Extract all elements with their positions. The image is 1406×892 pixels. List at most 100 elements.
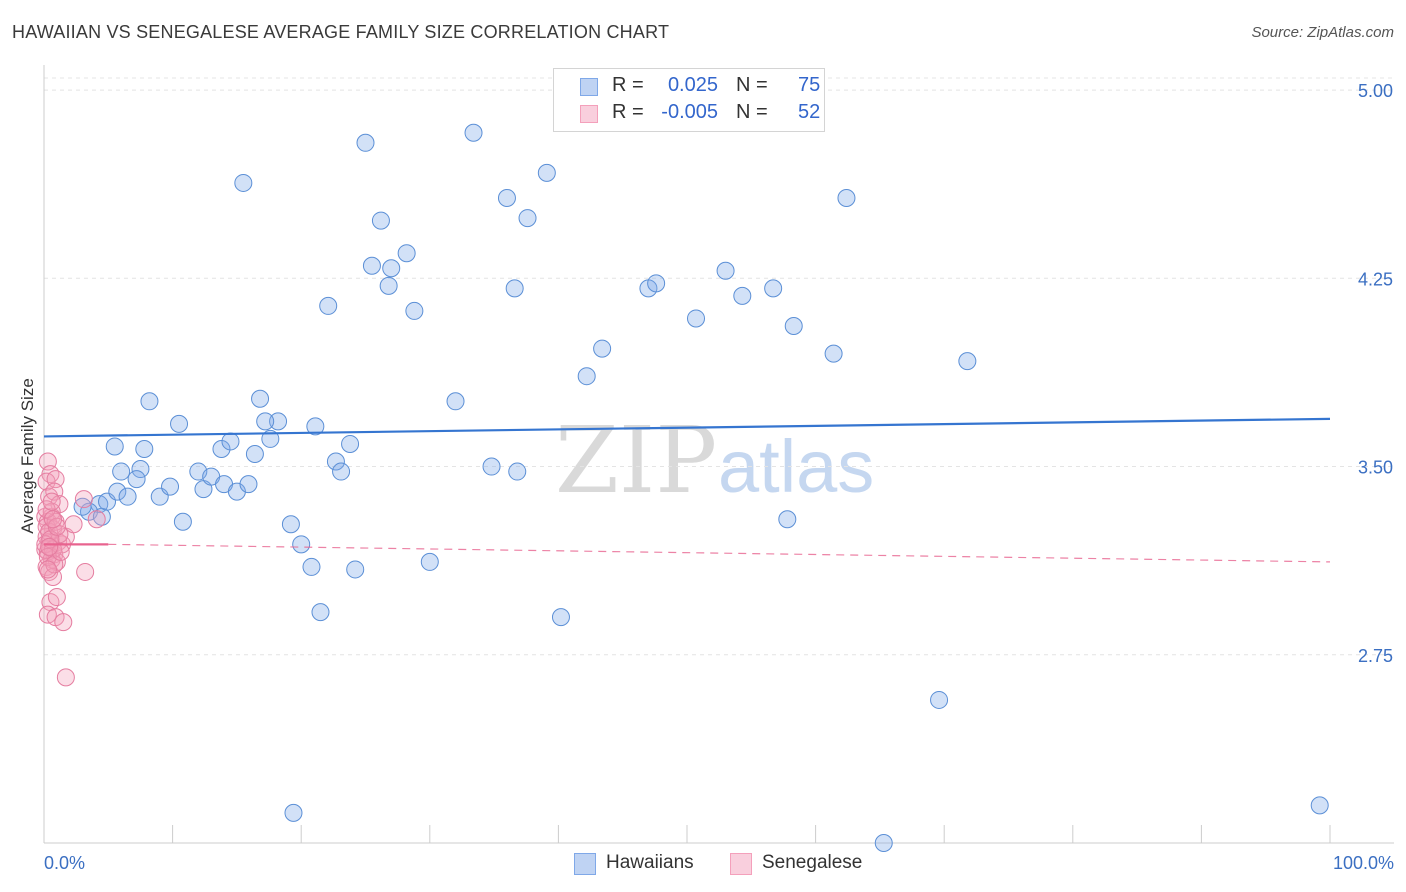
- r-value: -0.005: [661, 101, 718, 123]
- y-tick-label: 2.75: [1358, 646, 1393, 666]
- point-hawaiians: [140, 392, 159, 411]
- point-hawaiians: [332, 462, 351, 481]
- point-hawaiians: [593, 339, 612, 358]
- correlation-legend: R = 0.025 N = 75 R = -0.005 N = 52: [553, 68, 825, 132]
- point-hawaiians: [778, 510, 797, 529]
- point-hawaiians: [362, 256, 381, 275]
- r-label: R =: [612, 74, 644, 96]
- n-label: N =: [736, 101, 768, 123]
- point-hawaiians: [256, 412, 275, 431]
- trend-line-extension-senegalese: [108, 543, 1331, 563]
- point-hawaiians: [733, 286, 752, 305]
- point-hawaiians: [326, 452, 345, 471]
- bottom-legend-label: Senegalese: [762, 852, 863, 873]
- point-hawaiians: [837, 188, 856, 207]
- point-hawaiians: [397, 244, 416, 263]
- point-hawaiians: [482, 457, 501, 476]
- point-hawaiians: [234, 173, 253, 192]
- point-hawaiians: [221, 432, 240, 451]
- point-senegalese: [54, 613, 73, 632]
- point-hawaiians: [306, 417, 325, 436]
- y-tick-label: 5.00: [1358, 81, 1393, 101]
- point-hawaiians: [764, 279, 783, 298]
- point-hawaiians: [824, 344, 843, 363]
- point-hawaiians: [73, 497, 92, 516]
- point-hawaiians: [319, 296, 338, 315]
- point-hawaiians: [131, 460, 150, 479]
- point-senegalese: [38, 560, 57, 579]
- point-senegalese: [42, 492, 61, 511]
- trend-line-hawaiians: [43, 417, 1331, 438]
- point-hawaiians: [341, 434, 360, 453]
- point-senegalese: [74, 490, 93, 509]
- y-axis-label: Average Family Size: [18, 378, 37, 534]
- point-hawaiians: [930, 690, 949, 709]
- r-value: 0.025: [667, 74, 718, 96]
- point-hawaiians: [505, 279, 524, 298]
- point-senegalese: [47, 588, 66, 607]
- x-tick-label-min: 0.0%: [44, 853, 86, 873]
- legend-swatch-senegalese: [580, 105, 598, 123]
- point-hawaiians: [874, 834, 893, 852]
- chart-title: HAWAIIAN VS SENEGALESE AVERAGE FAMILY SI…: [12, 22, 670, 42]
- legend-swatch-hawaiians: [580, 78, 598, 96]
- point-hawaiians: [170, 414, 189, 433]
- n-label: N =: [736, 74, 768, 96]
- point-hawaiians: [464, 123, 483, 142]
- point-senegalese: [64, 515, 83, 534]
- n-value: 75: [798, 74, 821, 96]
- r-label: R =: [612, 101, 644, 123]
- point-hawaiians: [284, 803, 303, 822]
- point-hawaiians: [371, 211, 390, 230]
- point-hawaiians: [1310, 796, 1329, 815]
- point-hawaiians: [105, 437, 124, 456]
- point-hawaiians: [508, 462, 527, 481]
- point-hawaiians: [112, 462, 131, 481]
- point-hawaiians: [420, 552, 439, 571]
- point-hawaiians: [537, 163, 556, 182]
- point-senegalese: [56, 668, 75, 687]
- bottom-legend-swatch-hawaiians: [574, 853, 596, 875]
- point-hawaiians: [958, 352, 977, 371]
- point-hawaiians: [108, 482, 127, 501]
- point-hawaiians: [269, 412, 288, 431]
- point-hawaiians: [716, 261, 735, 280]
- y-tick-label: 4.25: [1358, 269, 1393, 289]
- point-hawaiians: [311, 603, 330, 622]
- point-hawaiians: [281, 515, 300, 534]
- point-hawaiians: [647, 274, 666, 293]
- point-hawaiians: [127, 470, 146, 489]
- point-hawaiians: [292, 535, 311, 554]
- point-hawaiians: [251, 389, 270, 408]
- point-hawaiians: [497, 188, 516, 207]
- point-hawaiians: [405, 301, 424, 320]
- source-credit: Source: ZipAtlas.com: [1251, 24, 1394, 41]
- point-hawaiians: [379, 276, 398, 295]
- point-hawaiians: [239, 475, 258, 494]
- point-hawaiians: [161, 477, 180, 496]
- point-hawaiians: [577, 367, 596, 386]
- point-hawaiians: [261, 429, 280, 448]
- point-hawaiians: [346, 560, 365, 579]
- point-hawaiians: [212, 439, 231, 458]
- point-hawaiians: [302, 557, 321, 576]
- point-hawaiians: [356, 133, 375, 152]
- point-hawaiians: [135, 439, 154, 458]
- point-senegalese: [40, 537, 59, 556]
- bottom-legend-swatch-senegalese: [730, 853, 752, 875]
- point-hawaiians: [687, 309, 706, 328]
- point-senegalese: [87, 510, 106, 529]
- point-hawaiians: [382, 259, 401, 278]
- point-hawaiians: [518, 209, 537, 228]
- point-hawaiians: [173, 512, 192, 531]
- x-tick-label-max: 100.0%: [1332, 853, 1394, 873]
- watermark-zip: ZIP: [555, 407, 717, 514]
- point-hawaiians: [784, 316, 803, 335]
- point-hawaiians: [446, 392, 465, 411]
- y-tick-label: 3.50: [1358, 458, 1393, 478]
- point-hawaiians: [551, 608, 570, 627]
- point-senegalese: [76, 562, 95, 581]
- point-senegalese: [44, 510, 63, 529]
- point-senegalese: [50, 525, 69, 544]
